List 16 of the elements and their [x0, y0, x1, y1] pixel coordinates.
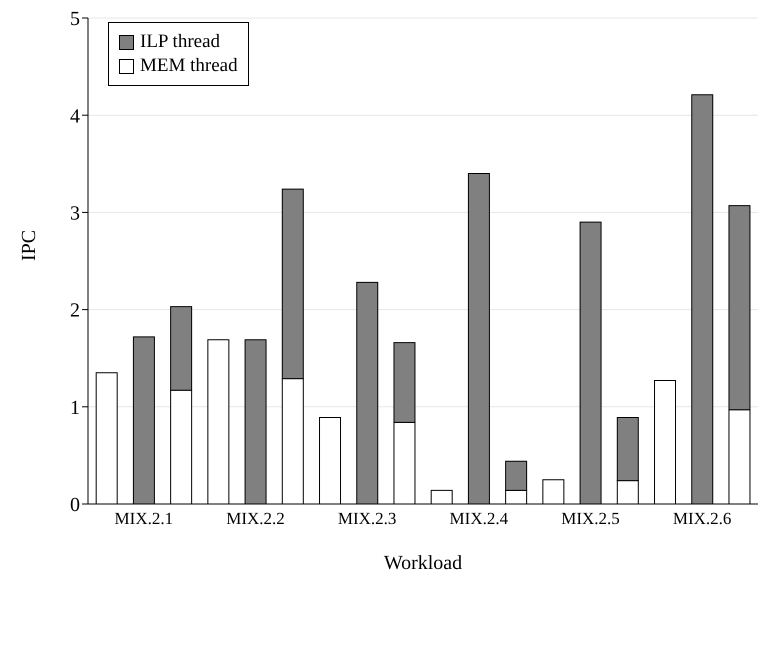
- x-tick-label: MIX.2.3: [338, 509, 396, 528]
- y-tick-label: 0: [70, 494, 80, 516]
- x-tick-label: MIX.2.5: [561, 509, 620, 528]
- x-axis-title: Workload: [384, 552, 462, 574]
- y-tick-label: 2: [70, 300, 80, 322]
- x-tick-label: MIX.2.2: [226, 509, 285, 528]
- y-tick-label: 1: [70, 396, 80, 419]
- y-tick-label: 3: [70, 202, 80, 224]
- y-tick-label: 4: [70, 105, 80, 128]
- y-tick-label: 5: [70, 8, 80, 30]
- x-tick-label: MIX.2.1: [114, 509, 174, 528]
- legend-label: MEM thread: [140, 55, 238, 77]
- x-tick-label: MIX.2.4: [450, 509, 509, 528]
- y-axis-title: IPC: [18, 230, 40, 261]
- legend-label: ILP thread: [140, 31, 220, 53]
- x-tick-label: MIX.2.6: [672, 509, 732, 528]
